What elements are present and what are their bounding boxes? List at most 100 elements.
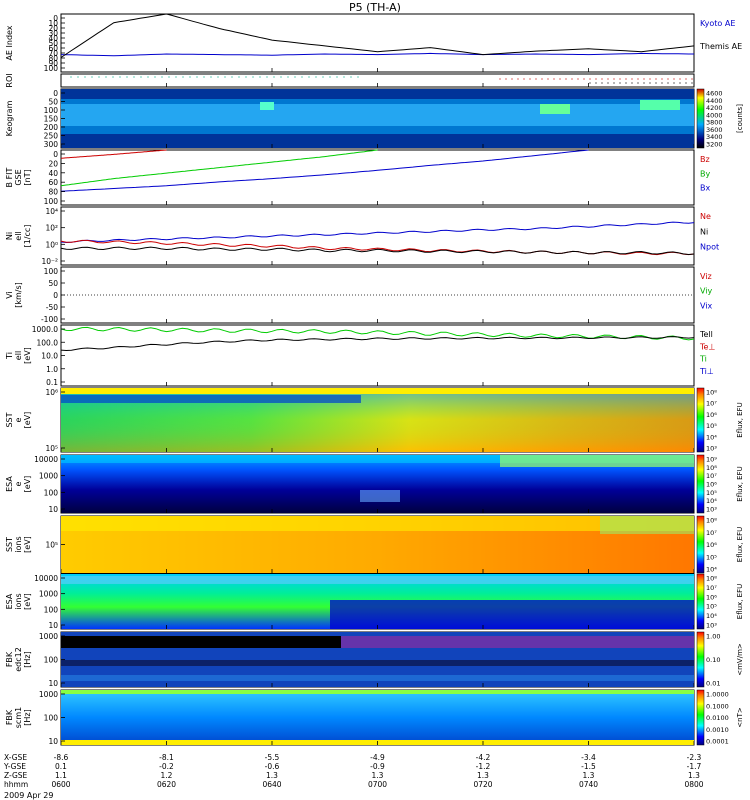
colorbar-tick: 10³ bbox=[706, 445, 717, 453]
roi-dot bbox=[559, 78, 561, 80]
roi-plot bbox=[70, 76, 693, 84]
colorbar-tick: 4000 bbox=[706, 111, 723, 119]
colorbar-tick: 10⁹ bbox=[706, 456, 717, 464]
legend-ni: Ne bbox=[700, 212, 711, 221]
ylabel-sst_i: ions bbox=[14, 536, 23, 552]
ylabel-esa_e: ESA bbox=[5, 476, 14, 492]
series-Bx bbox=[60, 149, 589, 192]
roi-dot bbox=[685, 78, 687, 80]
panel-frame-ae bbox=[60, 13, 695, 73]
ae-index-plot bbox=[60, 13, 695, 58]
colorbar-tick: 10⁶ bbox=[706, 593, 717, 601]
roi-dot bbox=[196, 76, 198, 78]
legend-ti: Ti⊥ bbox=[699, 367, 714, 376]
ytick-ti: 100.0 bbox=[37, 338, 59, 347]
ephemeris-value: 0.1 bbox=[55, 762, 67, 771]
roi-dot bbox=[565, 78, 567, 80]
series-Bz bbox=[60, 149, 167, 159]
ytick-fbk_b: 10 bbox=[48, 737, 58, 746]
legend-bfit: By bbox=[700, 169, 710, 178]
legend-ni: Npot bbox=[700, 243, 719, 252]
ylabel-ni: Ni bbox=[5, 232, 14, 240]
esa-electron-spectrogram bbox=[61, 455, 694, 513]
colorbar-tick: 10⁶ bbox=[706, 411, 717, 419]
colorbar-tick: 10⁸ bbox=[706, 464, 717, 472]
ephemeris-value: -1.7 bbox=[687, 762, 702, 771]
ephemeris-value: -4.9 bbox=[370, 753, 385, 762]
roi-dot bbox=[119, 76, 121, 78]
roi-dot bbox=[637, 78, 639, 80]
sst-ion-spectrogram bbox=[61, 516, 694, 573]
ytick-bfit: 20 bbox=[48, 159, 58, 168]
ytick-esa_e: 100 bbox=[44, 488, 59, 497]
ephemeris-label: hhmm bbox=[4, 780, 28, 789]
roi-dot bbox=[595, 82, 597, 84]
roi-dot bbox=[505, 78, 507, 80]
ytick-keogram: 0 bbox=[53, 89, 58, 98]
ylabel-fbk_e: FBK bbox=[5, 651, 14, 667]
ytick-sst_e: 10⁵ bbox=[45, 444, 58, 453]
roi-dot bbox=[238, 76, 240, 78]
roi-dot bbox=[685, 82, 687, 84]
ylabel-fbk_b: FBK bbox=[5, 709, 14, 725]
colorbar-sst_i bbox=[696, 515, 705, 574]
ytick-vi: -100 bbox=[41, 315, 58, 324]
roi-dot bbox=[661, 82, 663, 84]
roi-dot bbox=[259, 76, 261, 78]
colorbar-unit: [counts] bbox=[736, 104, 744, 133]
roi-dot bbox=[655, 78, 657, 80]
colorbar-unit: Eflux, EFU bbox=[736, 466, 744, 501]
roi-dot bbox=[643, 82, 645, 84]
colorbar-tick: 4600 bbox=[706, 90, 723, 98]
panel-frame-ti bbox=[60, 324, 695, 387]
ephemeris-label: Z-GSE bbox=[4, 771, 28, 780]
ytick-sst_i: 10⁵ bbox=[45, 541, 58, 550]
series-Themis AE bbox=[60, 13, 695, 58]
ytick-sst_e: 10⁶ bbox=[45, 388, 58, 397]
roi-dot bbox=[607, 78, 609, 80]
roi-dot bbox=[147, 76, 149, 78]
roi-dot bbox=[667, 82, 669, 84]
legend-ti: Tell bbox=[699, 330, 713, 339]
colorbar-tick: 3400 bbox=[706, 133, 723, 141]
ytick-ae: 70 bbox=[48, 49, 58, 58]
roi-dot bbox=[649, 78, 651, 80]
ytick-fbk_e: 10 bbox=[48, 679, 58, 688]
ytick-ti: 1.0 bbox=[46, 365, 58, 374]
ephemeris-label: X-GSE bbox=[4, 753, 27, 762]
ephemeris-value: 1.3 bbox=[372, 771, 384, 780]
ephemeris-value: -0.2 bbox=[159, 762, 174, 771]
roi-dot bbox=[133, 76, 135, 78]
ytick-keogram: 100 bbox=[44, 106, 59, 115]
roi-dot bbox=[529, 78, 531, 80]
ytick-fbk_e: 1000 bbox=[39, 632, 58, 641]
ephemeris-label: Y-GSE bbox=[3, 762, 26, 771]
colorbar-tick: 0.0010 bbox=[706, 726, 729, 734]
roi-dot bbox=[252, 76, 254, 78]
legend-ae: Themis AE bbox=[699, 42, 742, 51]
ytick-ni: 10² bbox=[45, 224, 58, 233]
roi-dot bbox=[266, 76, 268, 78]
ylabel-esa_e: [eV] bbox=[23, 476, 32, 493]
legend-ti: Ti bbox=[699, 355, 707, 364]
density-plot bbox=[60, 221, 695, 256]
series-Tell bbox=[60, 336, 695, 352]
xtick-label: 0640 bbox=[262, 780, 281, 789]
colorbar-tick: 10³ bbox=[706, 622, 717, 630]
ylabel-esa_i: ESA bbox=[5, 593, 14, 609]
panel-frame-vi bbox=[60, 266, 695, 324]
ylabel-esa_i: [eV] bbox=[23, 593, 32, 610]
ytick-ae: 30 bbox=[48, 29, 58, 38]
ytick-bfit: 60 bbox=[48, 178, 58, 187]
roi-dot bbox=[224, 76, 226, 78]
colorbar-tick: 1.0000 bbox=[706, 691, 729, 699]
ephemeris-value: -4.2 bbox=[476, 753, 491, 762]
colorbar-tick: 10⁷ bbox=[706, 400, 717, 408]
colorbar-unit: Eflux, EFU bbox=[736, 402, 744, 437]
ytick-ti: 10.0 bbox=[41, 352, 58, 361]
roi-dot bbox=[343, 76, 345, 78]
roi-dot bbox=[595, 78, 597, 80]
ephemeris-value: -5.5 bbox=[265, 753, 280, 762]
